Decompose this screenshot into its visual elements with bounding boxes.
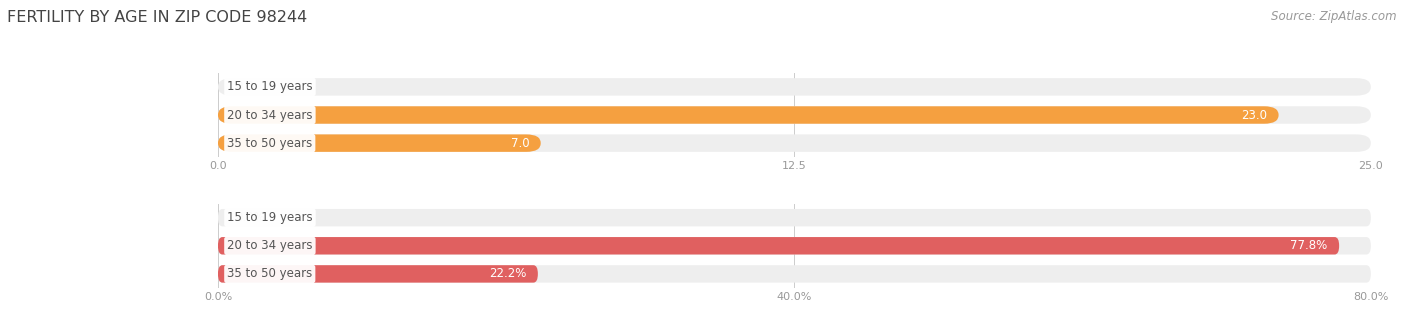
Text: 22.2%: 22.2% [489, 267, 526, 280]
Text: 15 to 19 years: 15 to 19 years [228, 80, 312, 93]
Text: 23.0: 23.0 [1241, 109, 1267, 121]
FancyBboxPatch shape [218, 134, 1371, 152]
Text: 35 to 50 years: 35 to 50 years [228, 267, 312, 280]
FancyBboxPatch shape [218, 265, 1371, 283]
Text: Source: ZipAtlas.com: Source: ZipAtlas.com [1271, 10, 1396, 23]
Text: 0.0: 0.0 [235, 80, 253, 93]
FancyBboxPatch shape [218, 265, 538, 283]
FancyBboxPatch shape [218, 106, 1278, 124]
FancyBboxPatch shape [218, 237, 1371, 255]
Text: 77.8%: 77.8% [1291, 239, 1327, 252]
Text: 35 to 50 years: 35 to 50 years [228, 137, 312, 150]
FancyBboxPatch shape [218, 78, 1371, 96]
Text: 0.0%: 0.0% [235, 211, 264, 224]
Text: FERTILITY BY AGE IN ZIP CODE 98244: FERTILITY BY AGE IN ZIP CODE 98244 [7, 10, 308, 25]
FancyBboxPatch shape [218, 237, 1339, 255]
Text: 7.0: 7.0 [510, 137, 529, 150]
Text: 20 to 34 years: 20 to 34 years [228, 239, 312, 252]
FancyBboxPatch shape [218, 106, 1371, 124]
Text: 20 to 34 years: 20 to 34 years [228, 109, 312, 121]
FancyBboxPatch shape [218, 134, 541, 152]
FancyBboxPatch shape [218, 209, 1371, 226]
Text: 15 to 19 years: 15 to 19 years [228, 211, 312, 224]
